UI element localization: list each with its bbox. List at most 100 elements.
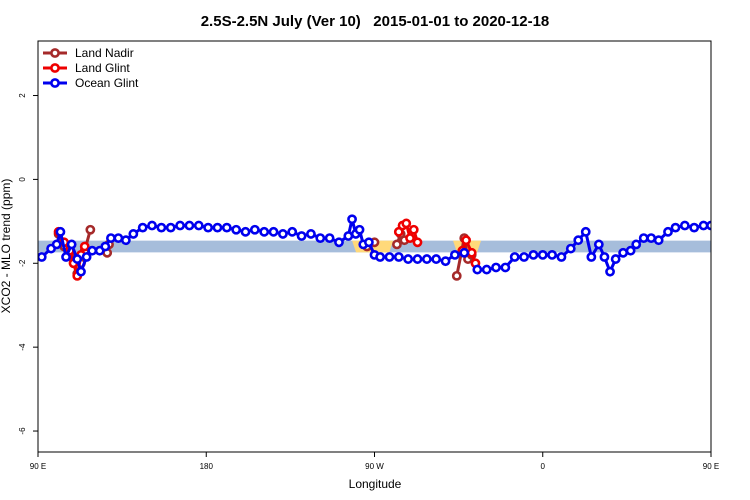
data-point [51,239,62,250]
data-point [706,220,711,231]
data-point [698,220,709,231]
data-point [401,218,412,229]
chart-title: 2.5S-2.5N July (Ver 10) 2015-01-01 to 20… [201,13,550,30]
data-point [580,226,591,237]
legend-swatch-marker [50,48,60,58]
data-point [212,222,223,233]
y-axis-label: XCO2 - MLO trend (ppm) [0,179,13,314]
y-tick-label: -4 [18,343,27,351]
y-tick-label: -6 [18,427,27,435]
data-point [193,220,204,231]
data-point [240,226,251,237]
legend-item: Land Nadir [43,46,134,60]
series-ocean-glint [38,214,711,277]
data-point [573,235,584,246]
y-tick-label: 2 [18,93,27,98]
data-point [599,252,610,262]
data-point [277,229,288,239]
data-point [412,254,423,264]
data-point [354,224,365,235]
data-point [363,237,374,248]
plot-area [38,214,711,281]
data-point [412,237,423,248]
y-tick-label: 0 [18,177,27,182]
x-tick-label: 90 E [30,462,46,471]
data-point [38,252,47,262]
legend-swatch-marker [50,63,60,73]
data-point [85,224,96,235]
x-axis: 90 E 180 90 W 0 90 E [30,452,719,471]
data-point [343,231,354,241]
data-point [593,239,604,250]
data-point [500,262,511,273]
data-point [509,252,520,262]
data-point [66,239,77,250]
data-point [306,229,316,239]
data-point [106,233,116,244]
data-point [653,235,664,246]
data-point [81,252,92,262]
legend-swatch-marker [50,78,60,88]
y-axis: 2 0 -2 -4 -6 [18,93,38,435]
legend-item: Ocean Glint [43,76,139,90]
data-point [137,222,148,233]
data-point [528,249,539,260]
data-point [392,239,402,250]
data-point [147,220,157,231]
legend-label: Land Glint [75,61,130,75]
data-point [120,235,131,246]
data-point [76,266,86,277]
series-layer [38,214,711,281]
data-point [556,252,567,262]
data-point [408,224,419,235]
data-point [565,243,576,254]
data-point [689,222,700,233]
data-point [440,256,451,267]
data-point [459,247,470,258]
data-point [87,245,98,256]
data-point [221,222,232,233]
data-point [79,241,90,252]
series-line [460,238,477,264]
data-point [231,224,242,235]
y-tick-label: -2 [18,259,27,267]
data-point [393,252,404,262]
data-point [268,226,279,237]
data-point [324,233,335,244]
data-point [663,226,673,237]
data-point [646,233,657,244]
data-point [481,264,492,275]
data-point [165,222,176,233]
data-point [287,226,298,237]
data-point [466,247,477,258]
data-point [618,247,629,258]
x-tick-label: 180 [200,462,214,471]
data-point [605,266,615,277]
data-point [315,233,326,244]
legend-label: Land Nadir [75,46,134,60]
data-point [259,226,270,237]
data-point [472,264,483,275]
data-point [156,222,167,233]
data-point [61,252,71,262]
data-point [184,220,195,231]
data-point [431,254,442,264]
x-axis-label: Longitude [349,477,402,491]
data-point [631,239,642,250]
x-tick-label: 0 [541,462,546,471]
data-point [128,229,139,239]
data-point [375,252,386,262]
x-tick-label: 90 E [703,462,719,471]
data-point [610,254,621,264]
data-point [296,231,307,241]
data-point [491,262,501,273]
data-point [679,220,690,231]
data-point [384,252,395,262]
data-point [403,254,414,264]
legend-label: Ocean Glint [75,76,139,90]
data-point [175,220,185,231]
data-point [72,254,83,264]
data-point [625,245,636,256]
